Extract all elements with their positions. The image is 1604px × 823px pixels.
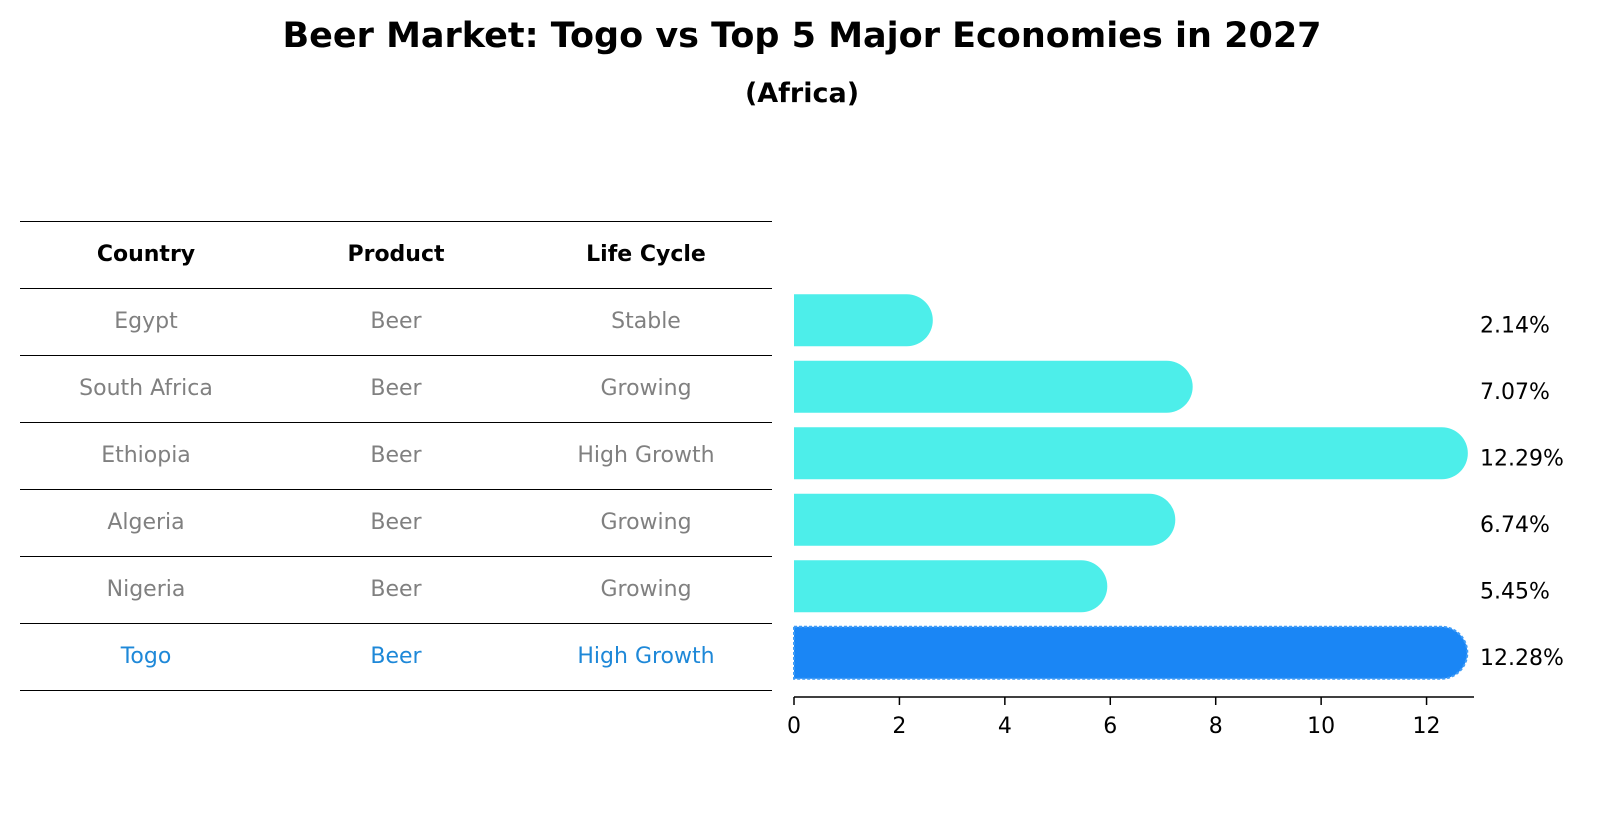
country-cell: Algeria: [107, 510, 185, 535]
table-row: Egypt Beer Stable: [20, 288, 772, 355]
value-label: 7.07%: [1480, 380, 1550, 405]
column-header-product: Product: [347, 242, 445, 267]
value-label: 12.29%: [1480, 446, 1564, 471]
country-table: Country Product Life Cycle Egypt Beer St…: [20, 221, 772, 691]
product-cell: Beer: [370, 510, 422, 535]
chart-title: Beer Market: Togo vs Top 5 Major Economi…: [282, 16, 1322, 56]
table-row: South Africa Beer Growing: [20, 355, 772, 422]
product-cell: Beer: [370, 577, 422, 602]
country-cell: Egypt: [114, 309, 178, 334]
product-cell: Beer: [370, 309, 422, 334]
life-cycle-cell: High Growth: [577, 443, 715, 468]
country-cell: Nigeria: [106, 577, 186, 602]
bar: [794, 493, 1176, 546]
bar: [794, 360, 1193, 413]
life-cycle-cell: Growing: [600, 510, 692, 535]
bar-highlighted: [793, 625, 1469, 680]
x-tick-label: 6: [1103, 714, 1117, 739]
x-tick-label: 4: [998, 714, 1012, 739]
value-label: 2.14%: [1480, 313, 1550, 338]
table-row: Ethiopia Beer High Growth: [20, 422, 772, 489]
product-cell: Beer: [370, 376, 422, 401]
x-tick-label: 2: [892, 714, 906, 739]
table-row: Nigeria Beer Growing: [20, 556, 772, 623]
table-row-highlighted: Togo Beer High Growth: [20, 623, 772, 691]
table-header-row: Country Product Life Cycle: [20, 221, 772, 288]
bar: [794, 294, 933, 347]
chart-subtitle: (Africa): [744, 78, 860, 109]
x-tick-label: 0: [787, 714, 801, 739]
value-label: 12.28%: [1480, 646, 1564, 671]
life-cycle-cell: Growing: [600, 376, 692, 401]
value-label: 5.45%: [1480, 579, 1550, 604]
life-cycle-cell: High Growth: [577, 644, 715, 669]
x-tick-label: 8: [1209, 714, 1223, 739]
country-cell: Ethiopia: [101, 443, 191, 468]
value-label: 6.74%: [1480, 513, 1550, 538]
life-cycle-cell: Growing: [600, 577, 692, 602]
column-header-country: Country: [96, 242, 196, 267]
bar: [794, 560, 1108, 613]
x-tick-label: 12: [1413, 714, 1441, 739]
product-cell: Beer: [370, 443, 422, 468]
column-header-life-cycle: Life Cycle: [586, 242, 706, 267]
country-cell: Togo: [120, 644, 172, 669]
table-row: Algeria Beer Growing: [20, 489, 772, 556]
product-cell: Beer: [370, 644, 422, 669]
bar: [794, 427, 1468, 480]
x-tick-label: 10: [1307, 714, 1335, 739]
life-cycle-cell: Stable: [611, 309, 681, 334]
country-cell: South Africa: [79, 376, 213, 401]
